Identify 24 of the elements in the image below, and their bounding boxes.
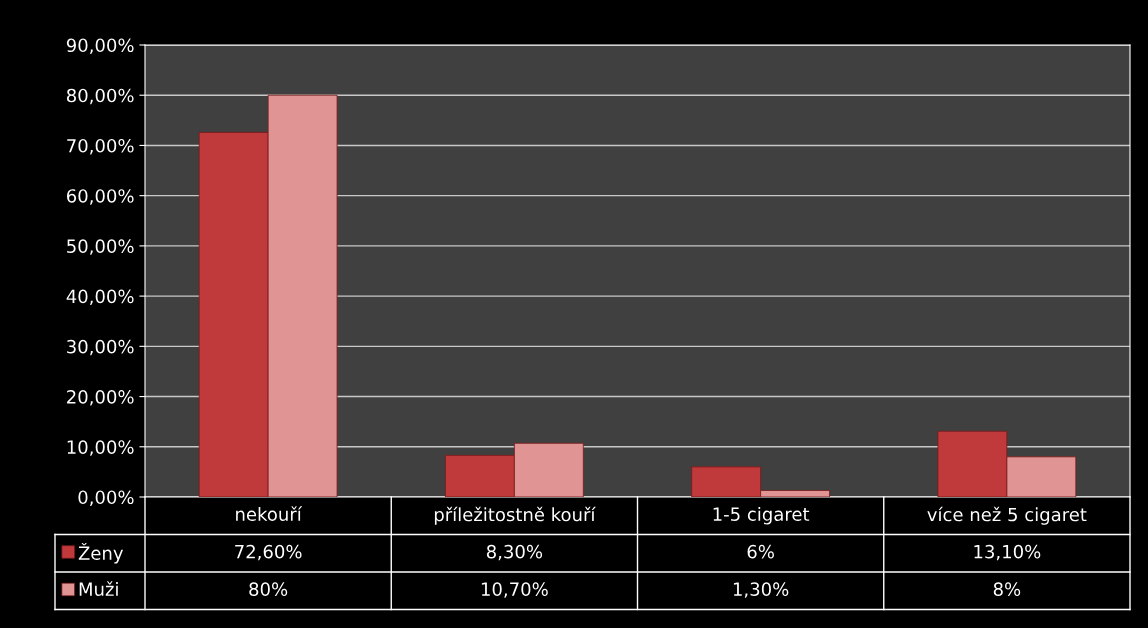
y-tick-label: 30,00%	[67, 339, 134, 356]
y-tick-label: 20,00%	[67, 390, 134, 406]
y-tick-label: 80,00%	[66, 88, 134, 105]
legend-label: Ženy	[78, 543, 124, 564]
data-label: 72,60%	[235, 544, 302, 561]
x-tick-label: více než 5 cigaret	[927, 506, 1087, 525]
y-tick-label: 50,00%	[67, 239, 134, 255]
data-label: 1,30%	[733, 582, 789, 598]
data-label: 8,30%	[486, 544, 543, 561]
y-tick-label: 10,00%	[67, 440, 134, 456]
y-tick-label: 60,00%	[67, 189, 134, 205]
y-tick-label: 0,00%	[78, 490, 134, 506]
y-tick-label: 90,00%	[66, 38, 134, 54]
x-tick-label: 1-5 cigaret	[713, 507, 810, 525]
data-label: 8%	[993, 582, 1021, 596]
y-tick-label: 40,00%	[66, 289, 134, 306]
x-tick-label: příležitostně kouří	[434, 506, 596, 525]
data-label: 13,10%	[974, 544, 1041, 561]
data-label: 10,70%	[481, 582, 548, 598]
x-tick-label: nekouří	[236, 506, 303, 521]
legend-label: Muži	[79, 581, 118, 596]
data-label: 6%	[747, 544, 774, 559]
y-tick-label: 70,00%	[67, 138, 134, 155]
data-label: 80%	[249, 582, 288, 596]
